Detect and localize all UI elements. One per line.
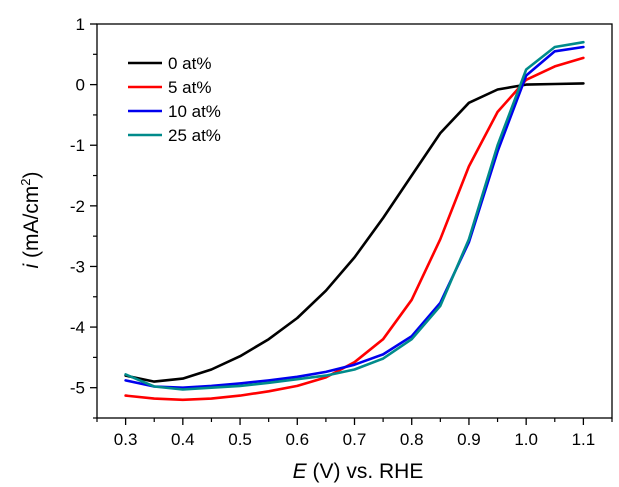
y-tick-label: 1 bbox=[76, 15, 85, 34]
y-tick-label: -3 bbox=[70, 257, 85, 276]
x-tick-label: 0.5 bbox=[228, 430, 252, 449]
y-tick-label: -5 bbox=[70, 379, 85, 398]
y-tick-label: -2 bbox=[70, 197, 85, 216]
x-axis-variable: E bbox=[293, 460, 308, 483]
legend-label: 5 at% bbox=[168, 78, 211, 97]
y-axis-title-rest: (mA/cm bbox=[20, 186, 43, 264]
y-tick-label: -4 bbox=[70, 318, 85, 337]
x-tick-label: 1.0 bbox=[514, 430, 538, 449]
y-axis-title-close: ) bbox=[20, 171, 43, 178]
series-layer bbox=[124, 40, 585, 402]
series-line-3 bbox=[124, 40, 585, 391]
legend: 0 at% 5 at% 10 at% 25 at% bbox=[128, 54, 221, 145]
series-line-0 bbox=[124, 82, 585, 383]
x-axis-title-rest: (V) vs. RHE bbox=[307, 460, 424, 483]
ticks-layer: 0.3 0.4 0.5 0.6 0.7 0.8 0.9 1.0 1.1 1 0 -1 -2 -3 -4 -5 bbox=[70, 15, 613, 449]
y-tick-label: -1 bbox=[70, 136, 85, 155]
x-tick-label: 0.7 bbox=[343, 430, 367, 449]
y-axis-variable: i bbox=[20, 263, 43, 269]
x-tick-label: 0.8 bbox=[400, 430, 424, 449]
series-line-1 bbox=[124, 56, 585, 402]
legend-label: 0 at% bbox=[168, 54, 211, 73]
x-axis-title: E (V) vs. RHE bbox=[293, 460, 424, 483]
y-axis-title: i (mA/cm2) bbox=[18, 171, 43, 268]
x-tick-label: 0.3 bbox=[114, 430, 138, 449]
legend-label: 10 at% bbox=[168, 102, 221, 121]
series-line-2 bbox=[124, 45, 585, 390]
x-tick-label: 0.9 bbox=[457, 430, 481, 449]
legend-label: 25 at% bbox=[168, 126, 221, 145]
x-tick-label: 0.6 bbox=[285, 430, 309, 449]
y-tick-label: 0 bbox=[76, 76, 85, 95]
x-tick-label: 0.4 bbox=[171, 430, 195, 449]
x-tick-label: 1.1 bbox=[572, 430, 596, 449]
y-axis-title-superscript: 2 bbox=[18, 178, 33, 185]
